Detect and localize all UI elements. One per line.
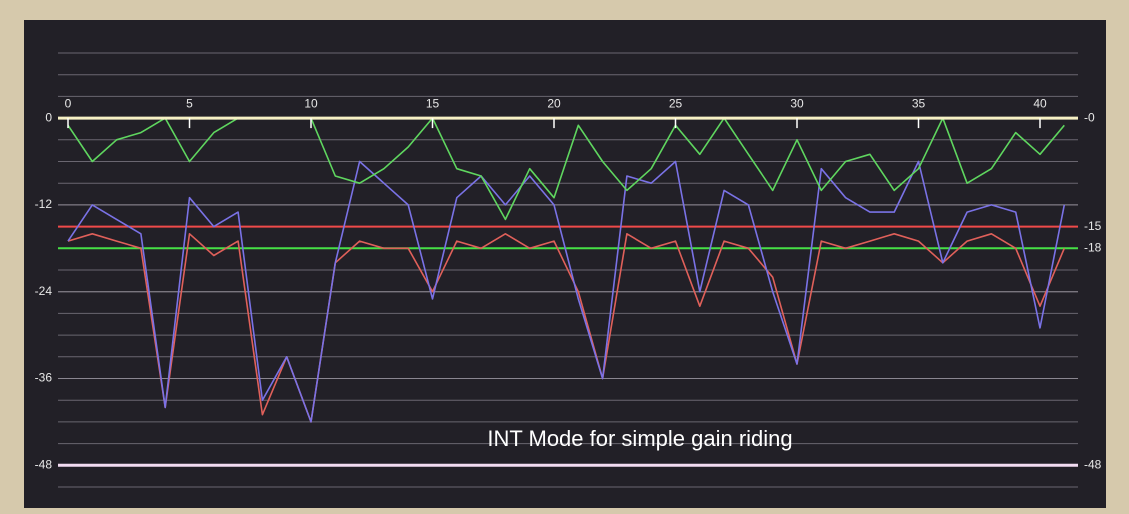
x-tick-label: 10 [304, 96, 318, 110]
y-tick-label: -24 [35, 284, 53, 298]
annotation: INT Mode for simple gain riding [487, 426, 792, 451]
y-tick-label: -48 [35, 457, 53, 471]
x-tick-label: 5 [186, 96, 193, 110]
series-line [67, 117, 1065, 221]
x-tick-label: 20 [547, 96, 561, 110]
right-tick-label: -48 [1084, 457, 1102, 471]
reference-label: -15 [1084, 219, 1102, 233]
series-line [67, 160, 1066, 423]
y-tick-label: -12 [35, 197, 53, 211]
x-tick-label: 30 [790, 96, 804, 110]
y-tick-label: 0 [45, 110, 52, 124]
right-tick-label: -0 [1084, 110, 1095, 124]
x-tick-label: 15 [426, 96, 440, 110]
x-tick-label: 0 [65, 96, 72, 110]
x-tick-label: 40 [1033, 96, 1047, 110]
x-tick-label: 25 [669, 96, 683, 110]
reference-label: -18 [1084, 240, 1102, 254]
y-tick-label: -36 [35, 371, 53, 385]
x-tick-label: 35 [912, 96, 926, 110]
series-line [67, 233, 1066, 423]
